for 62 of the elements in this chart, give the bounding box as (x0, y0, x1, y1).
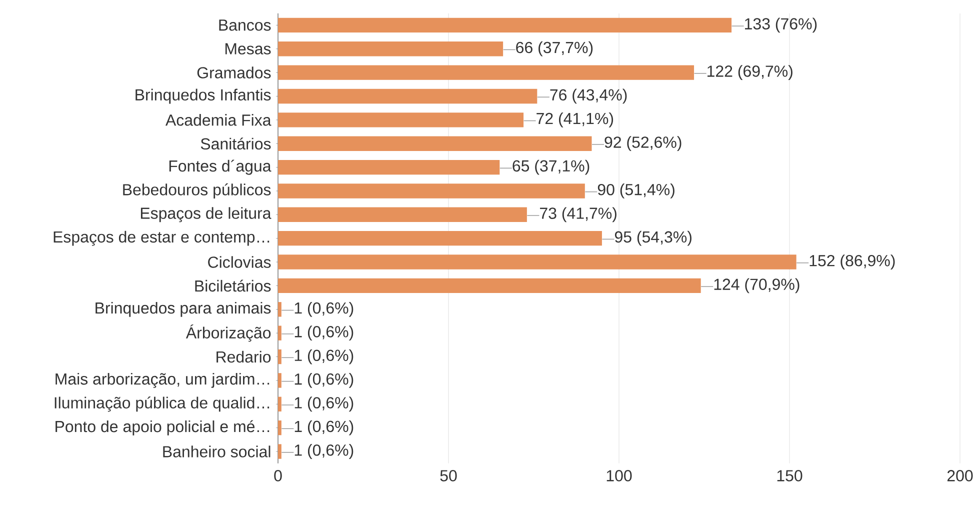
data-label: 1 (0,6%) (294, 326, 354, 341)
data-label: 92 (52,6%) (604, 136, 682, 152)
bar (278, 136, 592, 151)
y-tick-label: Iluminação pública de qualid… (54, 396, 270, 412)
y-tick-label: Banheiro social (163, 446, 270, 458)
data-label: 1 (0,6%) (294, 444, 354, 459)
bar (278, 207, 527, 222)
bar (278, 88, 538, 104)
bar (278, 444, 282, 459)
data-label: 1 (0,6%) (294, 302, 354, 317)
y-tick-label: Bebedouros públicos (123, 183, 271, 199)
y-tick-label: Bancos (219, 20, 271, 31)
y-tick-label: Mesas (225, 43, 271, 54)
bar (278, 302, 282, 317)
data-label: 95 (54,3%) (614, 230, 692, 246)
bar (278, 373, 282, 388)
y-tick-label: Brinquedos para animais (96, 302, 271, 317)
bar (278, 65, 694, 80)
bar (278, 326, 282, 340)
y-tick-label: Mais arborização, um jardim… (56, 372, 270, 388)
data-label: 124 (70,9%) (714, 278, 800, 294)
data-label: 73 (41,7%) (540, 207, 616, 222)
y-tick-label: Ponto de apoio policial e mé… (56, 420, 270, 436)
bar (278, 231, 602, 246)
y-tick-label: Sanitários (200, 138, 271, 150)
data-label: 1 (0,6%) (294, 349, 354, 364)
bar (278, 396, 282, 412)
data-label: 1 (0,6%) (294, 373, 354, 388)
data-label: 76 (43,4%) (550, 88, 627, 104)
bar (278, 278, 701, 294)
bar (278, 160, 500, 175)
bar (278, 349, 282, 364)
data-label: 1 (0,6%) (294, 420, 354, 436)
y-tick-label: Brinquedos Infantis (136, 88, 271, 104)
data-label: 152 (86,9%) (810, 254, 895, 270)
bar (278, 420, 282, 436)
y-tick-label: Espaços de estar e contemp… (54, 230, 270, 246)
data-label: 72 (41,1%) (536, 112, 614, 128)
bar (278, 254, 796, 270)
data-label: 122 (69,7%) (708, 65, 792, 80)
y-tick-label: Espaços de leitura (140, 207, 272, 222)
x-tick-label: 0 (274, 470, 282, 482)
data-label: 66 (37,7%) (516, 41, 593, 56)
x-tick-label: 200 (947, 470, 973, 482)
y-tick-label: Fontes d´agua (169, 160, 272, 175)
data-label: 65 (37,1%) (512, 160, 590, 175)
y-tick-label: Biciletários (195, 280, 271, 292)
y-tick-label: Ciclovias (208, 256, 271, 268)
bar (278, 18, 732, 33)
x-tick-label: 50 (440, 470, 457, 482)
data-label: 90 (51,4%) (598, 184, 674, 198)
x-tick-label: 100 (606, 470, 632, 482)
y-tick-label: Redario (216, 350, 271, 363)
x-tick-label: 150 (777, 470, 802, 482)
y-tick-label: Academia Fixa (165, 114, 272, 126)
bar (278, 112, 524, 128)
y-tick-label: Gramados (197, 66, 271, 78)
bar (278, 42, 504, 56)
data-label: 133 (76%) (745, 18, 817, 33)
data-label: 1 (0,6%) (294, 396, 354, 412)
bar (278, 184, 585, 198)
y-tick-label: Árborização (186, 324, 271, 342)
